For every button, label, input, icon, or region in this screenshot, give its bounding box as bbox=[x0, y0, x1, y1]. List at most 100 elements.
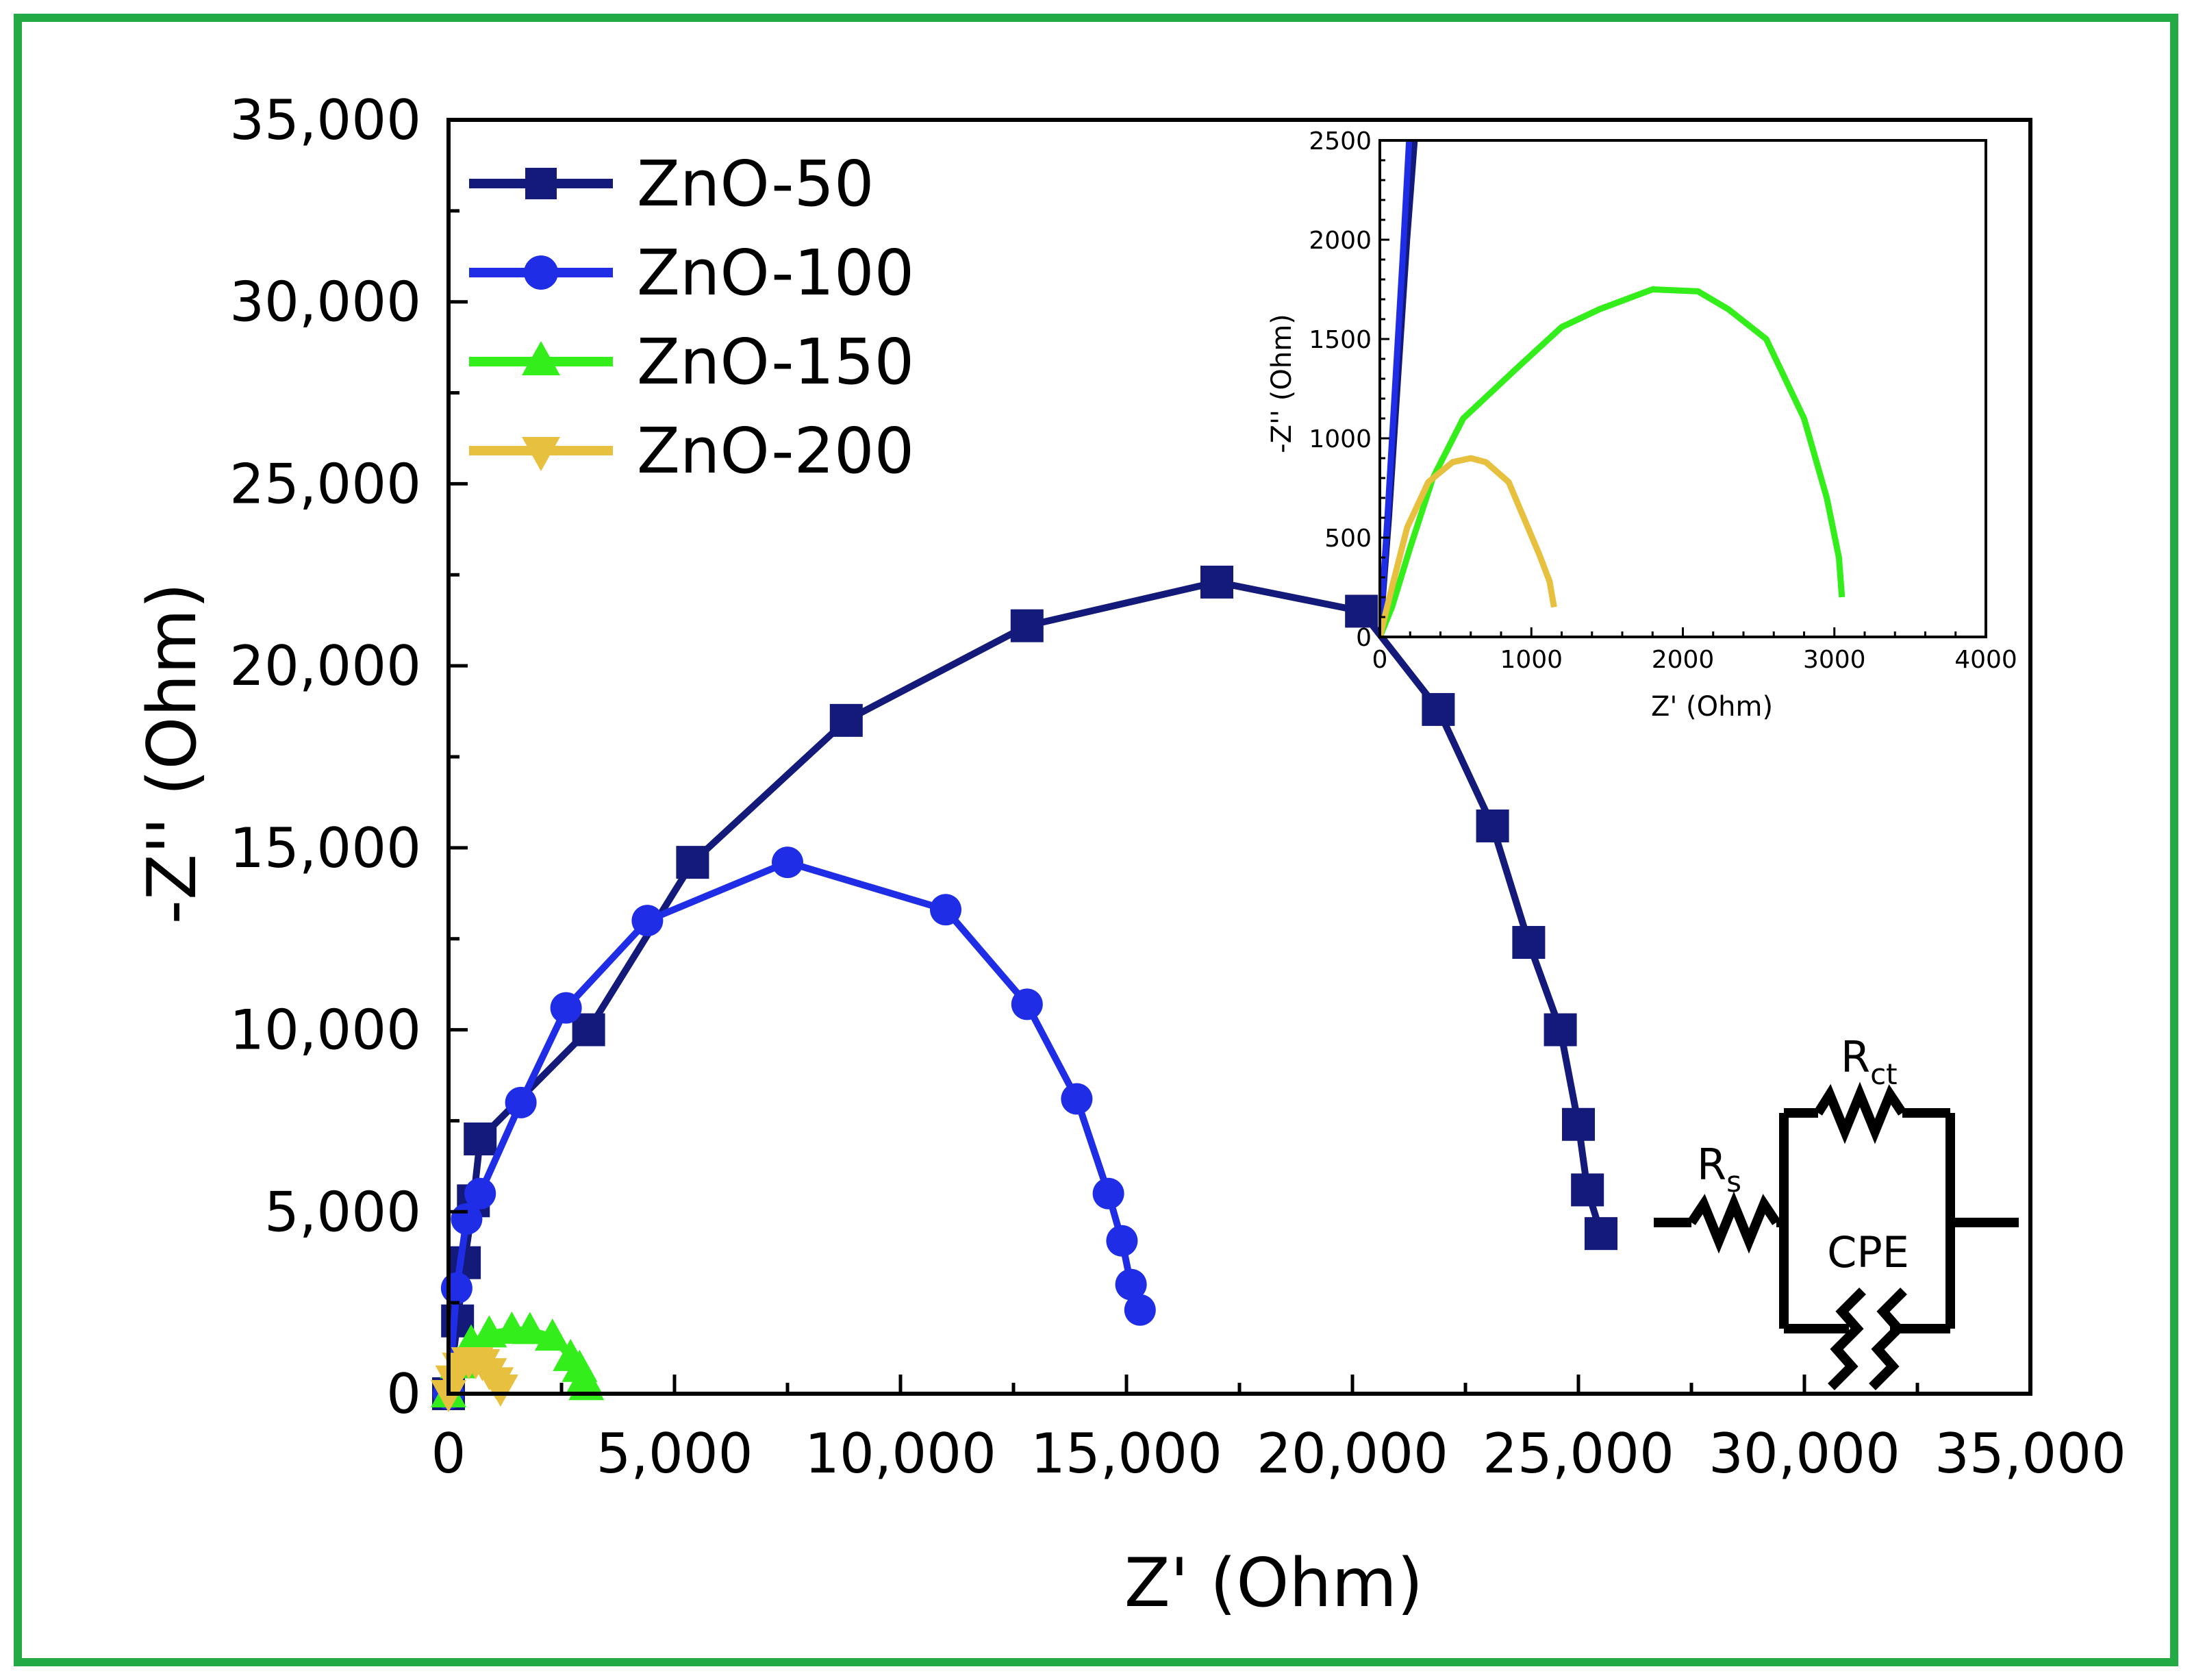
data-point-zno-50 bbox=[676, 846, 709, 879]
inset-y-tick-label: 1500 bbox=[1309, 326, 1372, 354]
rct-resistor bbox=[1814, 1081, 1906, 1144]
data-point-zno-50 bbox=[1200, 565, 1233, 599]
main-series-layer bbox=[431, 565, 1617, 1412]
inset-x-axis-title: Z' (Ohm) bbox=[1651, 691, 1773, 723]
data-point-zno-50 bbox=[464, 1123, 497, 1155]
main-y-axis-title: -Z'' (Ohm) bbox=[134, 583, 212, 925]
x-tick-label: 15,000 bbox=[1031, 1422, 1222, 1485]
inset-x-tick-label: 2000 bbox=[1652, 646, 1715, 674]
inset-series-layer bbox=[1380, 140, 1845, 637]
equivalent-circuit bbox=[1654, 1081, 2019, 1390]
legend-item-zno-50: ZnO-50 bbox=[469, 147, 874, 221]
inset-x-tick-label: 3000 bbox=[1803, 646, 1866, 674]
data-point-zno-100 bbox=[1124, 1294, 1156, 1326]
data-point-zno-100 bbox=[550, 992, 582, 1024]
cpe-label: CPE bbox=[1827, 1227, 1909, 1277]
inset-x-tick-label: 0 bbox=[1372, 646, 1388, 674]
data-point-zno-100 bbox=[1092, 1177, 1124, 1209]
data-point-zno-50 bbox=[1585, 1217, 1617, 1251]
inset-series-line-zno-200 bbox=[1380, 455, 1557, 637]
inset-x-tick-label: 1000 bbox=[1500, 646, 1563, 674]
inset-y-tick-label: 2000 bbox=[1309, 227, 1372, 255]
series-zno-100 bbox=[433, 847, 1156, 1409]
y-tick-label: 35,000 bbox=[229, 88, 421, 152]
data-point-zno-100 bbox=[1061, 1083, 1093, 1115]
data-point-zno-100 bbox=[930, 894, 961, 926]
main-tick-labels: 0 5,000 10,000 15,000 20,000 25,000 30,000 35,0… bbox=[229, 88, 2126, 1485]
data-point-zno-50 bbox=[1010, 609, 1044, 642]
x-tick-label: 30,000 bbox=[1709, 1422, 1900, 1485]
legend-label-zno-100: ZnO-100 bbox=[637, 236, 914, 310]
inset-background bbox=[1380, 140, 1986, 637]
rct-label: Rct bbox=[1841, 1032, 1898, 1091]
y-tick-label: 30,000 bbox=[229, 271, 421, 334]
rs-label-main: R bbox=[1697, 1140, 1726, 1190]
x-tick-label: 20,000 bbox=[1257, 1422, 1448, 1485]
y-tick-label: 5,000 bbox=[264, 1180, 421, 1244]
circuit-labels: Rs Rct CPE bbox=[1697, 1032, 1909, 1277]
data-point-zno-50 bbox=[1571, 1173, 1604, 1207]
legend-marker-zno-200 bbox=[522, 437, 560, 471]
data-point-zno-50 bbox=[1562, 1107, 1595, 1141]
legend-label-zno-150: ZnO-150 bbox=[637, 325, 914, 399]
cpe-plate-left bbox=[1828, 1288, 1866, 1390]
data-point-zno-200 bbox=[482, 1375, 518, 1407]
legend-marker-zno-50 bbox=[525, 168, 557, 199]
data-point-zno-50 bbox=[1544, 1013, 1577, 1046]
main-axis-ticks bbox=[446, 118, 2032, 1396]
data-point-zno-100 bbox=[631, 905, 664, 937]
inset-chart: 0 1000 2000 3000 4000 0 500 1000 1500 2000 2500 Z'… bbox=[1266, 127, 2017, 723]
legend-label-zno-50: ZnO-50 bbox=[637, 147, 874, 221]
data-point-zno-50 bbox=[1512, 926, 1546, 960]
x-tick-label: 35,000 bbox=[1935, 1422, 2126, 1485]
data-point-zno-100 bbox=[505, 1086, 537, 1118]
x-tick-label: 5,000 bbox=[596, 1422, 753, 1485]
x-tick-label: 10,000 bbox=[805, 1422, 996, 1485]
data-point-zno-150 bbox=[512, 1312, 548, 1344]
data-point-zno-100 bbox=[1106, 1225, 1138, 1257]
inset-y-tick-label: 1000 bbox=[1309, 425, 1372, 453]
data-point-zno-100 bbox=[440, 1272, 473, 1304]
main-x-axis-title: Z' (Ohm) bbox=[1124, 1544, 1423, 1622]
data-point-zno-50 bbox=[572, 1013, 605, 1046]
data-point-zno-50 bbox=[1345, 594, 1378, 628]
y-tick-label: 10,000 bbox=[229, 999, 421, 1062]
legend-label-zno-200: ZnO-200 bbox=[637, 414, 914, 488]
legend-item-zno-150: ZnO-150 bbox=[469, 325, 914, 399]
inset-tick-labels: 0 1000 2000 3000 4000 0 500 1000 1500 2000 2500 bbox=[1309, 127, 2017, 674]
main-chart: 0 5,000 10,000 15,000 20,000 25,000 30,000 35,0… bbox=[134, 88, 2126, 1622]
inset-series-line-zno-150 bbox=[1380, 286, 1845, 637]
inset-x-tick-label: 4000 bbox=[1954, 646, 2017, 674]
y-tick-label: 20,000 bbox=[229, 634, 421, 698]
legend-item-zno-100: ZnO-100 bbox=[469, 236, 914, 310]
legend-marker-zno-100 bbox=[524, 255, 558, 290]
y-tick-label: 15,000 bbox=[229, 816, 421, 880]
rs-resistor bbox=[1687, 1191, 1780, 1254]
rs-label-sub: s bbox=[1726, 1165, 1741, 1199]
data-point-zno-100 bbox=[464, 1177, 496, 1209]
x-tick-label: 0 bbox=[431, 1422, 466, 1485]
data-point-zno-100 bbox=[1115, 1268, 1147, 1301]
legend: ZnO-50 ZnO-100 ZnO-150 ZnO-200 bbox=[469, 147, 914, 488]
inset-y-tick-label: 0 bbox=[1356, 624, 1372, 652]
rs-label: Rs bbox=[1697, 1140, 1741, 1199]
inset-y-tick-label: 2500 bbox=[1309, 127, 1372, 155]
data-point-zno-50 bbox=[1476, 809, 1509, 842]
data-point-zno-100 bbox=[772, 847, 803, 879]
y-tick-label: 0 bbox=[386, 1362, 421, 1426]
rct-label-main: R bbox=[1841, 1032, 1870, 1082]
legend-item-zno-200: ZnO-200 bbox=[469, 414, 914, 488]
y-tick-label: 25,000 bbox=[229, 452, 421, 516]
inset-axis-ticks bbox=[1378, 139, 1987, 638]
data-point-zno-150 bbox=[534, 1318, 570, 1351]
data-point-zno-50 bbox=[1422, 692, 1455, 726]
inset-y-axis-title: -Z'' (Ohm) bbox=[1266, 314, 1298, 453]
rct-label-sub: ct bbox=[1870, 1057, 1898, 1091]
x-tick-label: 25,000 bbox=[1483, 1422, 1674, 1485]
series-zno-200 bbox=[431, 1347, 518, 1412]
inset-y-tick-label: 500 bbox=[1324, 525, 1372, 553]
data-point-zno-50 bbox=[829, 703, 863, 737]
legend-marker-zno-150 bbox=[522, 341, 560, 375]
cpe-plate-right bbox=[1869, 1288, 1907, 1390]
